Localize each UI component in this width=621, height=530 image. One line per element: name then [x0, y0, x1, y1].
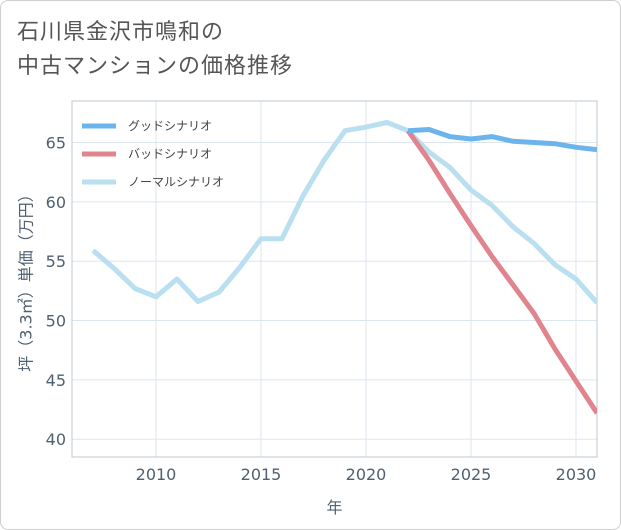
legend-label: ノーマルシナリオ — [128, 175, 224, 189]
legend-label: バッドシナリオ — [128, 147, 212, 161]
y-tick-label: 50 — [46, 312, 66, 331]
series-line-0 — [407, 127, 597, 153]
x-tick-label: 2010 — [136, 465, 177, 484]
chart-title-line-1: 石川県金沢市鳴和の — [17, 20, 225, 45]
grid — [72, 101, 597, 457]
y-tick-label: 60 — [46, 193, 66, 212]
x-tick-label: 2015 — [241, 465, 282, 484]
x-tick-label: 2030 — [556, 465, 597, 484]
plot-area — [71, 100, 598, 458]
chart-title-line-2: 中古マンションの価格推移 — [17, 54, 294, 79]
legend-label: グッドシナリオ — [128, 119, 212, 133]
series-lines — [91, 119, 597, 415]
y-tick-label: 45 — [46, 371, 66, 390]
series-line-1 — [405, 129, 597, 415]
x-tick-label: 2025 — [451, 465, 492, 484]
y-tick-label: 40 — [46, 430, 66, 449]
axis-ticks: 2010 2015 2020 2025 2030 40 45 50 55 60 65 — [46, 134, 597, 484]
x-axis-title: 年 — [326, 498, 342, 517]
y-axis-title: 坪（3.3㎡）単価（万円） — [17, 186, 36, 371]
x-tick-label: 2020 — [346, 465, 387, 484]
y-tick-label: 55 — [46, 252, 66, 271]
series-line-2 — [91, 119, 597, 305]
y-tick-label: 65 — [46, 134, 66, 153]
chart-title: 石川県金沢市鳴和の 中古マンションの価格推移 — [17, 16, 293, 84]
